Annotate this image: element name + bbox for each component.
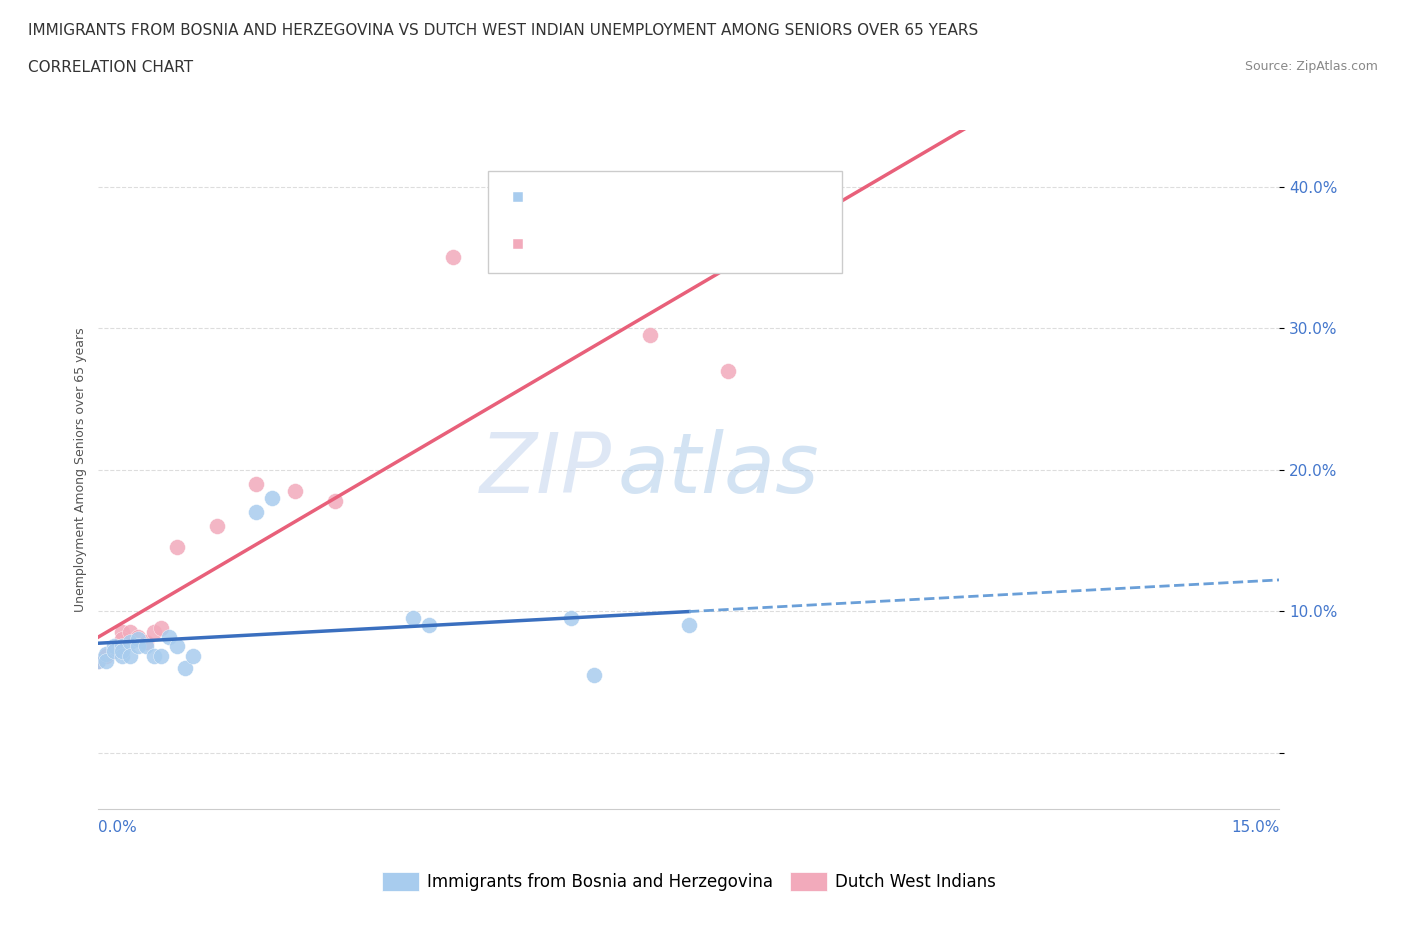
Point <box>127 632 149 647</box>
Point <box>118 635 141 650</box>
Text: 15.0%: 15.0% <box>1232 820 1279 835</box>
Text: N = 18: N = 18 <box>695 232 758 250</box>
Text: IMMIGRANTS FROM BOSNIA AND HERZEGOVINA VS DUTCH WEST INDIAN UNEMPLOYMENT AMONG S: IMMIGRANTS FROM BOSNIA AND HERZEGOVINA V… <box>28 23 979 38</box>
Point <box>142 625 165 640</box>
Point <box>135 639 157 654</box>
Point <box>284 484 307 498</box>
Point <box>441 250 464 265</box>
Point <box>174 660 197 675</box>
Point <box>103 644 125 658</box>
Point <box>181 649 204 664</box>
Text: Source: ZipAtlas.com: Source: ZipAtlas.com <box>1244 60 1378 73</box>
Point <box>118 649 141 664</box>
Text: N = 26: N = 26 <box>695 184 758 203</box>
Point <box>103 644 125 658</box>
Point <box>111 649 134 664</box>
Point <box>96 646 118 661</box>
Point <box>583 668 606 683</box>
Point <box>638 328 661 343</box>
Point <box>118 625 141 640</box>
Legend: Immigrants from Bosnia and Herzegovina, Dutch West Indians: Immigrants from Bosnia and Herzegovina, … <box>375 865 1002 897</box>
Point <box>127 629 149 644</box>
Point <box>150 620 173 635</box>
Point <box>87 653 110 668</box>
Text: R = 0.205: R = 0.205 <box>553 184 644 203</box>
Text: 0.0%: 0.0% <box>98 820 138 835</box>
Point <box>560 611 582 626</box>
Point <box>678 618 700 632</box>
Text: atlas: atlas <box>619 429 820 511</box>
Point <box>157 629 180 644</box>
Point <box>717 364 740 379</box>
Point <box>96 653 118 668</box>
FancyBboxPatch shape <box>488 171 842 272</box>
Point <box>87 653 110 668</box>
Point <box>111 625 134 640</box>
Point <box>205 519 228 534</box>
Text: ZIP: ZIP <box>481 429 612 511</box>
Text: CORRELATION CHART: CORRELATION CHART <box>28 60 193 75</box>
Point <box>96 649 118 664</box>
Point <box>166 639 188 654</box>
Point <box>166 540 188 555</box>
Point <box>402 611 425 626</box>
Point <box>142 649 165 664</box>
Point <box>111 632 134 647</box>
Y-axis label: Unemployment Among Seniors over 65 years: Unemployment Among Seniors over 65 years <box>75 327 87 612</box>
Point <box>111 644 134 658</box>
Point <box>111 639 134 654</box>
Point <box>245 505 267 520</box>
Point <box>260 490 283 505</box>
Point <box>103 639 125 654</box>
Text: R = 0.803: R = 0.803 <box>553 232 644 250</box>
Point <box>245 476 267 491</box>
Point <box>418 618 440 632</box>
Point <box>135 635 157 650</box>
Point <box>150 649 173 664</box>
Point <box>323 493 346 508</box>
Point <box>127 639 149 654</box>
